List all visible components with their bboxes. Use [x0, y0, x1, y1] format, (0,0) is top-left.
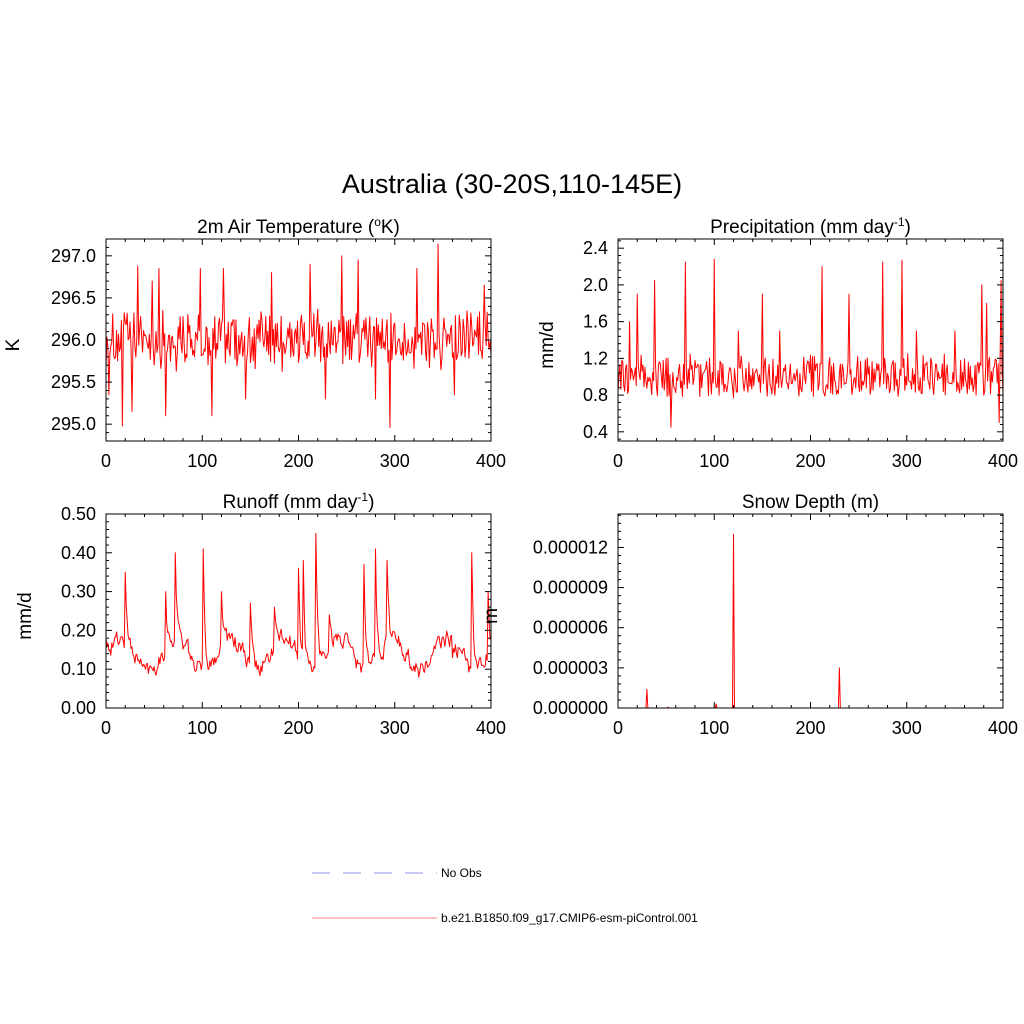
panel-1: 0 100 200 300 400 295.0 295.5 296.0 296.5 297.0 K 2…: [3, 215, 506, 471]
legend: No Obs b.e21.B1850.f09_g17.CMIP6-esm-piC…: [312, 866, 698, 925]
x-tick-label: 100: [187, 451, 217, 471]
x-tick-label: 200: [795, 718, 825, 738]
y-tick-label: 0.40: [61, 543, 96, 563]
panel-title: 2m Air Temperature (oK): [197, 215, 400, 238]
legend-label-model: b.e21.B1850.f09_g17.CMIP6-esm-piControl.…: [441, 911, 698, 925]
y-axis-label: K: [3, 338, 24, 351]
y-tick-label: 0.50: [61, 504, 96, 524]
x-tick-label: 200: [795, 451, 825, 471]
x-tick-label: 0: [613, 451, 623, 471]
y-tick-label: 0.4: [583, 422, 608, 442]
y-tick-label: 0.10: [61, 659, 96, 679]
x-tick-label: 400: [988, 451, 1018, 471]
panel-title: Precipitation (mm day-1): [710, 215, 911, 238]
x-tick-label: 100: [187, 718, 217, 738]
x-tick-label: 400: [476, 451, 506, 471]
x-tick-label: 200: [283, 718, 313, 738]
x-tick-label: 300: [892, 451, 922, 471]
panel-2: 0 100 200 300 400 0.4 0.8 1.2 1.6 2.0 2.4 mm/d Preci…: [537, 215, 1018, 471]
y-tick-label: 0.00: [61, 698, 96, 718]
y-tick-label: 2.0: [583, 275, 608, 295]
plot-frame: [617, 513, 1004, 709]
y-tick-label: 295.5: [51, 372, 96, 392]
y-tick-label: 296.0: [51, 330, 96, 350]
x-tick-label: 300: [892, 718, 922, 738]
series-line: [105, 532, 492, 678]
x-tick-label: 0: [101, 451, 111, 471]
y-tick-label: 0.20: [61, 620, 96, 640]
x-tick-label: 0: [613, 718, 623, 738]
series-line: [105, 243, 492, 429]
panel-3: 0 100 200 300 400 0.00 0.10 0.20 0.30 0.40 0.50 mm/…: [15, 490, 506, 738]
panel-4: 0 100 200 300 400 0.000000 0.000003 0.000006 0.0…: [481, 492, 1018, 738]
x-tick-label: 200: [283, 451, 313, 471]
legend-label-no-obs: No Obs: [441, 866, 482, 880]
plot-frame: [617, 238, 1004, 442]
y-axis-label: mm/d: [15, 592, 36, 640]
y-axis-label: m: [481, 608, 502, 624]
x-tick-label: 300: [380, 451, 410, 471]
y-tick-label: 0.000003: [533, 658, 608, 678]
panels-group: 0 100 200 300 400 295.0 295.5 296.0 296.5 297.0 K 2…: [3, 215, 1018, 738]
y-tick-label: 1.6: [583, 312, 608, 332]
y-tick-label: 296.5: [51, 288, 96, 308]
series-line: [617, 258, 1004, 428]
y-tick-label: 0.000009: [533, 578, 608, 598]
x-tick-label: 300: [380, 718, 410, 738]
y-tick-label: 297.0: [51, 246, 96, 266]
y-tick-label: 1.2: [583, 348, 608, 368]
x-tick-label: 100: [699, 718, 729, 738]
y-tick-label: 0.000006: [533, 618, 608, 638]
x-tick-label: 0: [101, 718, 111, 738]
y-tick-label: 0.000012: [533, 537, 608, 557]
y-tick-label: 2.4: [583, 238, 608, 258]
x-tick-label: 400: [988, 718, 1018, 738]
y-tick-label: 295.0: [51, 414, 96, 434]
x-tick-label: 100: [699, 451, 729, 471]
panel-title: Snow Depth (m): [742, 492, 879, 513]
x-tick-label: 400: [476, 718, 506, 738]
y-axis-label: mm/d: [537, 321, 558, 369]
series-line: [618, 533, 1003, 709]
y-tick-label: 0.000000: [533, 698, 608, 718]
figure-title: Australia (30-20S,110-145E): [342, 169, 682, 199]
y-tick-label: 0.8: [583, 385, 608, 405]
panel-title: Runoff (mm day-1): [223, 490, 375, 513]
y-tick-label: 0.30: [61, 582, 96, 602]
